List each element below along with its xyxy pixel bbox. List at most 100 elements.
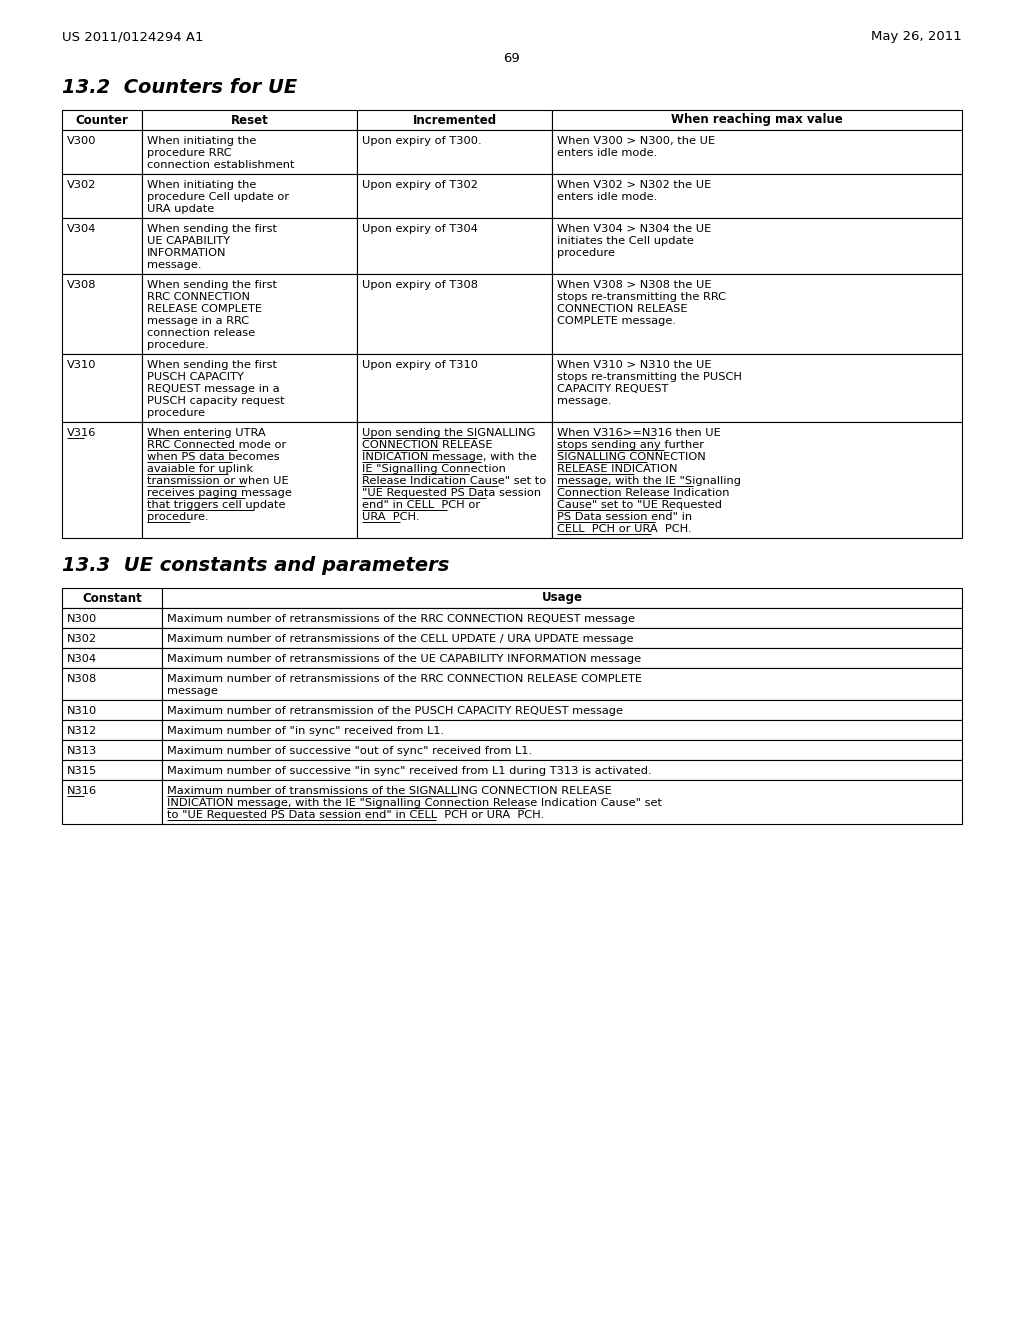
Text: connection release: connection release xyxy=(147,329,255,338)
Bar xyxy=(552,354,962,422)
Text: V302: V302 xyxy=(67,181,96,190)
Bar xyxy=(357,422,552,539)
Text: Upon expiry of T310: Upon expiry of T310 xyxy=(362,360,478,370)
Text: US 2011/0124294 A1: US 2011/0124294 A1 xyxy=(62,30,204,44)
Bar xyxy=(357,129,552,174)
Bar xyxy=(62,628,162,648)
Bar xyxy=(62,741,162,760)
Text: stops re-transmitting the PUSCH: stops re-transmitting the PUSCH xyxy=(557,372,742,383)
Bar xyxy=(552,218,962,275)
Bar xyxy=(357,354,552,422)
Text: When initiating the: When initiating the xyxy=(147,136,256,147)
Text: N300: N300 xyxy=(67,614,97,624)
Text: Upon expiry of T308: Upon expiry of T308 xyxy=(362,280,478,290)
Text: N316: N316 xyxy=(67,787,97,796)
Text: procedure.: procedure. xyxy=(147,512,209,523)
Bar xyxy=(142,174,357,218)
Bar xyxy=(62,129,142,174)
Text: COMPLETE message.: COMPLETE message. xyxy=(557,317,676,326)
Bar xyxy=(142,275,357,354)
Text: RELEASE COMPLETE: RELEASE COMPLETE xyxy=(147,304,262,314)
Text: Cause" set to "UE Requested: Cause" set to "UE Requested xyxy=(557,500,722,511)
Bar xyxy=(62,648,162,668)
Text: UE CAPABILITY: UE CAPABILITY xyxy=(147,236,230,247)
Text: procedure.: procedure. xyxy=(147,341,209,350)
Text: REQUEST message in a: REQUEST message in a xyxy=(147,384,280,395)
Bar xyxy=(357,275,552,354)
Text: When V302 > N302 the UE: When V302 > N302 the UE xyxy=(557,181,712,190)
Text: May 26, 2011: May 26, 2011 xyxy=(871,30,962,44)
Text: IE "Signalling Connection: IE "Signalling Connection xyxy=(362,465,506,474)
Text: "UE Requested PS Data session: "UE Requested PS Data session xyxy=(362,488,541,498)
Text: URA  PCH.: URA PCH. xyxy=(362,512,420,523)
Text: procedure: procedure xyxy=(557,248,615,259)
Text: INFORMATION: INFORMATION xyxy=(147,248,226,259)
Text: When entering UTRA: When entering UTRA xyxy=(147,428,265,438)
Text: SIGNALLING CONNECTION: SIGNALLING CONNECTION xyxy=(557,453,706,462)
Text: RRC Connected mode or: RRC Connected mode or xyxy=(147,440,287,450)
Bar xyxy=(142,354,357,422)
Text: N304: N304 xyxy=(67,655,97,664)
Bar xyxy=(162,741,962,760)
Text: 69: 69 xyxy=(504,51,520,65)
Bar xyxy=(552,129,962,174)
Text: initiates the Cell update: initiates the Cell update xyxy=(557,236,694,247)
Text: V300: V300 xyxy=(67,136,96,147)
Text: Maximum number of retransmission of the PUSCH CAPACITY REQUEST message: Maximum number of retransmission of the … xyxy=(167,706,623,717)
Bar xyxy=(62,587,162,609)
Text: Upon expiry of T302: Upon expiry of T302 xyxy=(362,181,478,190)
Text: PS Data session end" in: PS Data session end" in xyxy=(557,512,692,523)
Bar xyxy=(162,780,962,824)
Bar xyxy=(62,174,142,218)
Text: Release Indication Cause" set to: Release Indication Cause" set to xyxy=(362,477,546,486)
Text: Connection Release Indication: Connection Release Indication xyxy=(557,488,729,498)
Text: that triggers cell update: that triggers cell update xyxy=(147,500,286,511)
Text: Maximum number of transmissions of the SIGNALLING CONNECTION RELEASE: Maximum number of transmissions of the S… xyxy=(167,787,611,796)
Text: RELEASE INDICATION: RELEASE INDICATION xyxy=(557,465,678,474)
Bar xyxy=(552,110,962,129)
Text: message.: message. xyxy=(147,260,202,271)
Text: When initiating the: When initiating the xyxy=(147,181,256,190)
Bar xyxy=(62,275,142,354)
Text: CAPACITY REQUEST: CAPACITY REQUEST xyxy=(557,384,669,395)
Bar xyxy=(552,422,962,539)
Text: RRC CONNECTION: RRC CONNECTION xyxy=(147,292,250,302)
Bar xyxy=(62,668,162,700)
Text: CONNECTION RELEASE: CONNECTION RELEASE xyxy=(557,304,687,314)
Text: N312: N312 xyxy=(67,726,97,737)
Text: INDICATION message, with the IE "Signalling Connection Release Indication Cause": INDICATION message, with the IE "Signall… xyxy=(167,799,662,808)
Bar xyxy=(162,587,962,609)
Bar xyxy=(552,275,962,354)
Text: stops re-transmitting the RRC: stops re-transmitting the RRC xyxy=(557,292,726,302)
Text: PUSCH CAPACITY: PUSCH CAPACITY xyxy=(147,372,244,383)
Text: connection establishment: connection establishment xyxy=(147,160,295,170)
Text: V308: V308 xyxy=(67,280,96,290)
Bar xyxy=(62,609,162,628)
Text: Upon expiry of T304: Upon expiry of T304 xyxy=(362,224,478,234)
Bar xyxy=(162,648,962,668)
Bar xyxy=(162,700,962,719)
Text: message.: message. xyxy=(557,396,611,407)
Text: INDICATION message, with the: INDICATION message, with the xyxy=(362,453,537,462)
Bar xyxy=(142,218,357,275)
Text: N302: N302 xyxy=(67,634,97,644)
Text: Upon expiry of T300.: Upon expiry of T300. xyxy=(362,136,481,147)
Text: URA update: URA update xyxy=(147,205,214,214)
Text: procedure RRC: procedure RRC xyxy=(147,148,231,158)
Text: stops sending any further: stops sending any further xyxy=(557,440,705,450)
Text: enters idle mode.: enters idle mode. xyxy=(557,193,657,202)
Text: N310: N310 xyxy=(67,706,97,717)
Text: When sending the first: When sending the first xyxy=(147,360,278,370)
Text: end" in CELL  PCH or: end" in CELL PCH or xyxy=(362,500,480,511)
Text: When V304 > N304 the UE: When V304 > N304 the UE xyxy=(557,224,712,234)
Text: Maximum number of retransmissions of the UE CAPABILITY INFORMATION message: Maximum number of retransmissions of the… xyxy=(167,655,641,664)
Text: When V310 > N310 the UE: When V310 > N310 the UE xyxy=(557,360,712,370)
Bar xyxy=(62,780,162,824)
Bar xyxy=(62,218,142,275)
Bar xyxy=(162,609,962,628)
Text: Constant: Constant xyxy=(82,591,142,605)
Text: When V308 > N308 the UE: When V308 > N308 the UE xyxy=(557,280,712,290)
Text: Counter: Counter xyxy=(76,114,128,127)
Bar xyxy=(162,628,962,648)
Bar xyxy=(62,719,162,741)
